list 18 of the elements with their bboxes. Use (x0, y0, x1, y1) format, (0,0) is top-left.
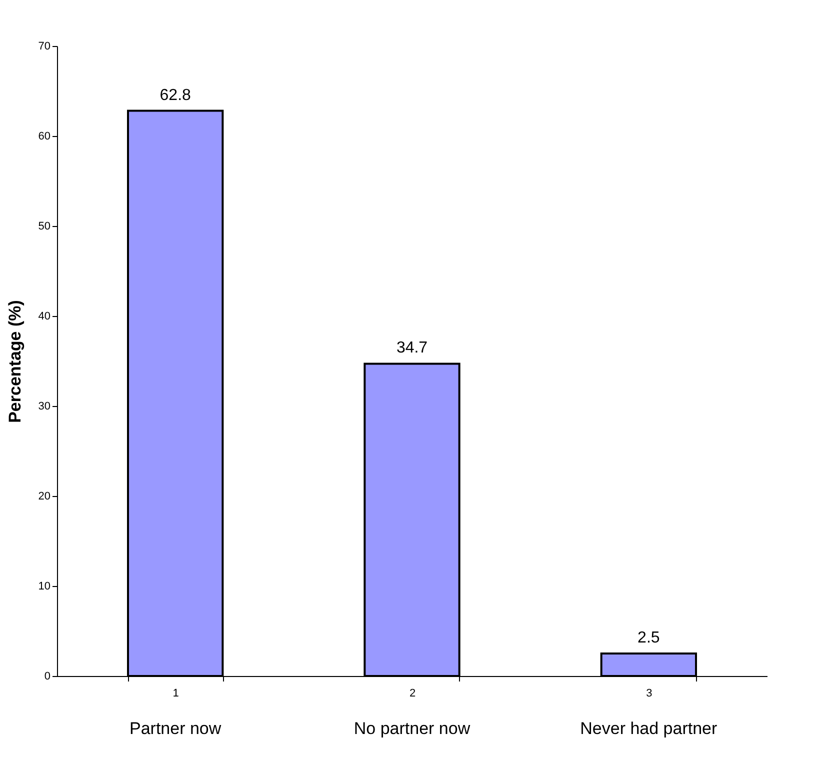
y-tick-label: 0 (44, 670, 50, 682)
text: No partner now (354, 719, 471, 738)
data-label: 2.5 (638, 630, 660, 646)
x-tick-label: 3 (646, 688, 652, 700)
text: Partner now (129, 719, 222, 738)
data-label: 62.8 (160, 86, 192, 104)
y-tick-label: 10 (38, 580, 50, 592)
data-label: 34.7 (396, 340, 428, 357)
y-axis-title: Percentage (%) (5, 300, 24, 423)
y-tick-label: 40 (38, 310, 50, 322)
y-tick-label: 60 (38, 130, 50, 142)
y-tick-label: 50 (38, 220, 50, 232)
y-tick-label: 20 (38, 490, 50, 502)
text: Never had partner (580, 719, 718, 738)
x-tick-label: 1 (172, 688, 179, 700)
y-tick-label: 30 (38, 400, 50, 412)
y-tick-label: 70 (38, 40, 50, 52)
x-tick-label: 2 (409, 688, 416, 700)
